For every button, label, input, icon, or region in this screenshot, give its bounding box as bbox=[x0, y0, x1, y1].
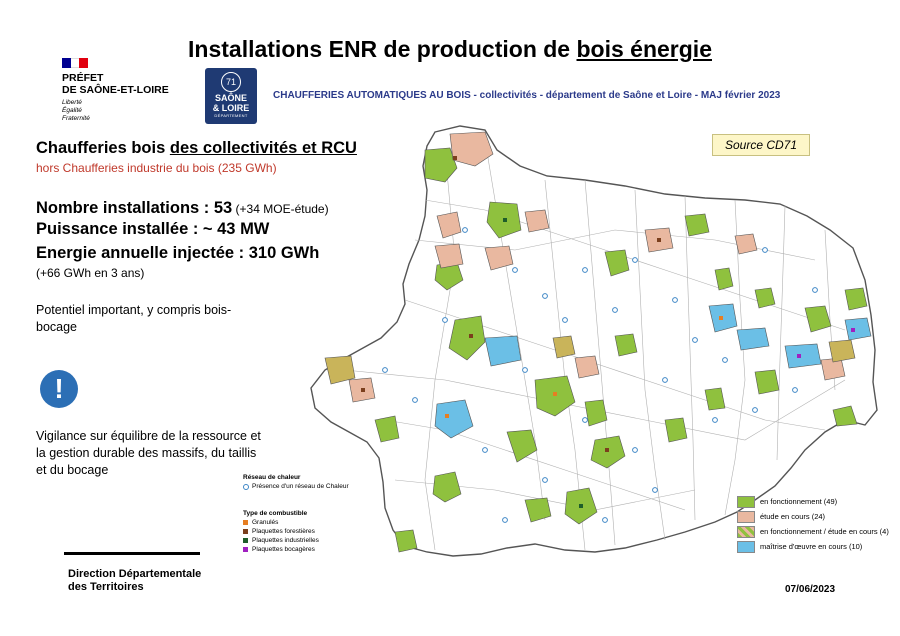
stat-energie: Energie annuelle injectée : 310 GWh bbox=[36, 244, 320, 262]
legend-status-label: en fonctionnement (49) bbox=[760, 497, 838, 506]
map-subtitle: CHAUFFERIES AUTOMATIQUES AU BOIS - colle… bbox=[273, 90, 781, 101]
square-icon bbox=[243, 547, 248, 552]
reseau-chaleur-markers bbox=[382, 227, 818, 523]
square-icon bbox=[243, 529, 248, 534]
stat-installations: Nombre installations : 53 (+34 MOE-étude… bbox=[36, 199, 329, 218]
legend-status-label: en fonctionnement / étude en cours (4) bbox=[760, 527, 889, 536]
department-map bbox=[310, 125, 878, 557]
combustible-markers bbox=[361, 156, 855, 508]
vigilance-text: Vigilance sur équilibre de la ressource … bbox=[36, 429, 261, 477]
legend-fuel-label: Plaquettes bocagères bbox=[252, 546, 315, 553]
legend-status-label: étude en cours (24) bbox=[760, 512, 826, 521]
legend-fuel-item: Plaquettes bocagères bbox=[243, 545, 319, 554]
footer-divider bbox=[64, 552, 200, 555]
legend-fuel-heading: Type de combustible bbox=[243, 510, 308, 517]
logo-71-badge: 71 bbox=[221, 72, 241, 92]
legend-network-label: Présence d'un réseau de Chaleur bbox=[252, 483, 349, 490]
zones-maitrise-oeuvre bbox=[434, 303, 872, 439]
direction-line1: Direction Départementale bbox=[68, 568, 202, 580]
energie-gain: (+66 GWh en 3 ans) bbox=[36, 266, 145, 280]
stat-puissance: Puissance installée : ~ 43 MW bbox=[36, 220, 270, 238]
prefet-name-line2: DE SAÔNE-ET-LOIRE bbox=[62, 84, 169, 96]
potentiel-text: Potentiel important, y compris bois-boca… bbox=[36, 303, 232, 334]
installations-label: Nombre installations : 53 bbox=[36, 199, 233, 217]
square-icon bbox=[243, 538, 248, 543]
title-emphasis: bois énergie bbox=[576, 36, 712, 62]
swatch-icon bbox=[737, 540, 755, 553]
page-title: Installations ENR de production de bois … bbox=[0, 36, 900, 63]
french-flag-icon bbox=[62, 58, 89, 68]
motto-egalite: Égalité bbox=[62, 107, 82, 114]
legend-network-heading: Réseau de chaleur bbox=[243, 474, 301, 481]
legend-fuel-label: Plaquettes forestières bbox=[252, 528, 315, 535]
network-ring-icon bbox=[243, 483, 249, 490]
prefet-logo: PRÉFET DE SAÔNE-ET-LOIRE Liberté Égalité… bbox=[62, 58, 169, 123]
legend-network: Réseau de chaleur Présence d'un réseau d… bbox=[243, 473, 349, 491]
legend-fuel-item: Plaquettes forestières bbox=[243, 527, 319, 536]
department-outline bbox=[310, 125, 878, 557]
saone-et-loire-logo: 71 SAÔNE & LOIRE DÉPARTEMENT bbox=[205, 68, 257, 124]
legend-status: en fonctionnement (49) étude en cours (2… bbox=[737, 494, 889, 554]
summary-heading-prefix: Chaufferies bois bbox=[36, 139, 170, 157]
legend-status-item: en fonctionnement (49) bbox=[737, 494, 889, 509]
legend-status-item: étude en cours (24) bbox=[737, 509, 889, 524]
legend-fuel-label: Granulés bbox=[252, 519, 279, 526]
prefet-name-line1: PRÉFET bbox=[62, 72, 104, 84]
zones-etude-en-cours bbox=[348, 131, 846, 403]
swatch-icon bbox=[737, 510, 755, 523]
logo-line1: SAÔNE bbox=[214, 93, 247, 103]
legend-status-label: maîtrise d'œuvre en cours (10) bbox=[760, 542, 863, 551]
hors-note: hors Chaufferies industrie du bois (235 … bbox=[36, 161, 277, 175]
legend-fuel-label: Plaquettes industrielles bbox=[252, 537, 319, 544]
prefet-motto: Liberté Égalité Fraternité bbox=[62, 99, 169, 123]
motto-fraternite: Fraternité bbox=[62, 115, 90, 122]
legend-status-item: en fonctionnement / étude en cours (4) bbox=[737, 524, 889, 539]
swatch-icon bbox=[737, 525, 755, 538]
source-box: Source CD71 bbox=[712, 134, 810, 156]
date-label: 07/06/2023 bbox=[785, 584, 836, 595]
legend-fuel-item: Granulés bbox=[243, 518, 319, 527]
logo-line3: DÉPARTEMENT bbox=[214, 113, 248, 118]
legend-fuel-item: Plaquettes industrielles bbox=[243, 536, 319, 545]
exclamation-icon: ! bbox=[40, 370, 78, 408]
legend-status-item: maîtrise d'œuvre en cours (10) bbox=[737, 539, 889, 554]
title-prefix: Installations ENR de production de bbox=[188, 36, 577, 62]
zones-mixte bbox=[324, 335, 856, 385]
summary-heading: Chaufferies bois des collectivités et RC… bbox=[36, 139, 357, 158]
direction-line2: des Territoires bbox=[68, 581, 144, 593]
legend-network-item: Présence d'un réseau de Chaleur bbox=[243, 482, 349, 491]
swatch-icon bbox=[737, 495, 755, 508]
direction-label: Direction Départementale des Territoires bbox=[68, 568, 201, 594]
logo-line2: & LOIRE bbox=[212, 103, 250, 113]
motto-liberte: Liberté bbox=[62, 99, 82, 106]
summary-heading-emphasis: des collectivités et RCU bbox=[169, 139, 357, 157]
square-icon bbox=[243, 520, 248, 525]
installations-note: (+34 MOE-étude) bbox=[232, 202, 329, 216]
legend-fuel: Type de combustible Granulés Plaquettes … bbox=[243, 509, 319, 554]
